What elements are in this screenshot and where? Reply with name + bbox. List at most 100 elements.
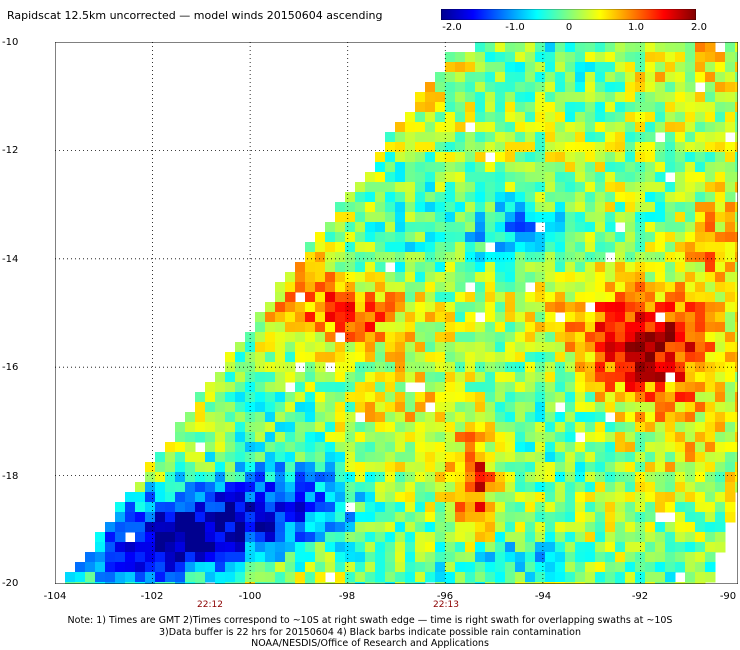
swath-cell (465, 572, 476, 583)
swath-cell (525, 552, 536, 563)
swath-cell (435, 92, 446, 103)
swath-cell (145, 572, 156, 583)
swath-cell (415, 92, 426, 103)
swath-cell (425, 512, 436, 523)
swath-cell (205, 452, 216, 463)
swath-cell (355, 582, 366, 584)
swath-cell (315, 412, 326, 423)
swath-cell (705, 362, 716, 373)
swath-cell (195, 462, 206, 473)
swath-cell (575, 542, 586, 553)
swath-cell (625, 102, 636, 113)
swath-cell (565, 312, 576, 323)
swath-cell (735, 72, 738, 83)
swath-cell (205, 542, 216, 553)
swath-cell (565, 82, 576, 93)
swath-cell (575, 102, 586, 113)
swath-cell (685, 262, 696, 273)
swath-cell (595, 62, 606, 73)
swath-cell (255, 362, 266, 373)
swath-cell (275, 542, 286, 553)
swath-cell (425, 222, 436, 233)
swath-cell (325, 282, 336, 293)
swath-cell (665, 292, 676, 303)
swath-cell (675, 562, 686, 573)
swath-cell (595, 112, 606, 123)
swath-cell (535, 362, 546, 373)
swath-cell (535, 532, 546, 543)
swath-cell (485, 72, 496, 83)
swath-cell (735, 362, 738, 373)
swath-cell (325, 272, 336, 283)
swath-cell (545, 272, 556, 283)
swath-cell (245, 492, 256, 503)
swath-cell (605, 352, 616, 363)
swath-cell (305, 522, 316, 533)
swath-cell (565, 542, 576, 553)
swath-cell (515, 102, 526, 113)
swath-cell (565, 462, 576, 473)
swath-cell (345, 462, 356, 473)
swath-cell (485, 372, 496, 383)
swath-cell (245, 502, 256, 513)
swath-cell (235, 512, 246, 523)
swath-cell (195, 502, 206, 513)
swath-cell (485, 472, 496, 483)
swath-cell (645, 452, 656, 463)
swath-cell (295, 542, 306, 553)
swath-cell (655, 462, 666, 473)
swath-cell (625, 72, 636, 83)
swath-cell (535, 262, 546, 273)
swath-cell (425, 422, 436, 433)
swath-cell (515, 72, 526, 83)
swath-cell (395, 572, 406, 583)
swath-cell (205, 422, 216, 433)
swath-cell (635, 462, 646, 473)
swath-cell (685, 532, 696, 543)
swath-cell (115, 572, 126, 583)
swath-cell (175, 532, 186, 543)
swath-cell (235, 342, 246, 353)
swath-cell (705, 292, 716, 303)
swath-cell (375, 262, 386, 273)
swath-cell (375, 422, 386, 433)
swath-cell (495, 492, 506, 503)
swath-cell (475, 302, 486, 313)
swath-cell (155, 482, 166, 493)
swath-cell (675, 262, 686, 273)
swath-cell (195, 572, 206, 583)
swath-cell (725, 462, 736, 473)
swath-cell (365, 582, 376, 584)
swath-cell (185, 432, 196, 443)
swath-cell (445, 352, 456, 363)
swath-cell (435, 572, 446, 583)
swath-cell (665, 552, 676, 563)
swath-cell (555, 532, 566, 543)
swath-cell (695, 512, 706, 523)
swath-cell (525, 482, 536, 493)
swath-cell (275, 392, 286, 403)
swath-cell (535, 302, 546, 313)
swath-cell (675, 242, 686, 253)
swath-cell (405, 252, 416, 263)
swath-cell (255, 502, 266, 513)
swath-cell (375, 502, 386, 513)
swath-cell (615, 372, 626, 383)
swath-cell (425, 532, 436, 543)
swath-cell (715, 412, 726, 423)
swath-cell (415, 522, 426, 533)
swath-cell (345, 552, 356, 563)
swath-cell (695, 532, 706, 543)
swath-cell (495, 382, 506, 393)
swath-cell (345, 362, 356, 373)
swath-cell (665, 132, 676, 143)
swath-cell (445, 522, 456, 533)
swath-cell (555, 292, 566, 303)
swath-cell (665, 452, 676, 463)
swath-cell (495, 62, 506, 73)
swath-cell (215, 472, 226, 483)
swath-cell (485, 52, 496, 63)
swath-cell (385, 472, 396, 483)
swath-cell (475, 402, 486, 413)
swath-cell (245, 392, 256, 403)
